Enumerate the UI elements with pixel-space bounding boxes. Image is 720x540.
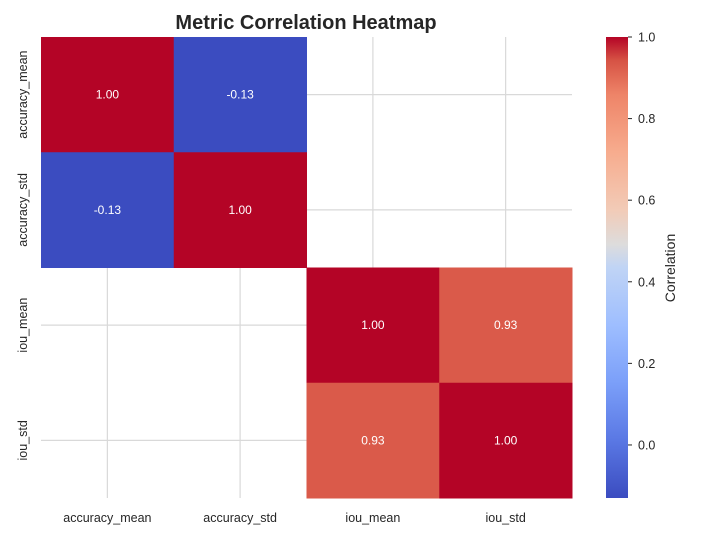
colorbar-tick-label: 0.0	[638, 438, 655, 452]
y-tick-label: iou_mean	[16, 298, 30, 353]
colorbar: 0.0 0.2 0.4 0.6 0.8 1.0 Correlation	[606, 31, 678, 498]
colorbar-tick-label: 0.4	[638, 275, 655, 289]
heatmap-cell	[439, 267, 573, 384]
cells-layer: 1.00 -0.13 -0.13 1.00 1.00 0.93 0.93 1.00	[41, 37, 573, 499]
chart-title: Metric Correlation Heatmap	[175, 12, 436, 34]
colorbar-gradient	[606, 37, 628, 498]
heatmap-cell	[173, 37, 307, 153]
cell-value-label: 1.00	[96, 88, 120, 102]
colorbar-tick-label: 0.2	[638, 357, 655, 371]
x-tick-label: accuracy_mean	[63, 511, 151, 525]
heatmap-cell	[306, 267, 440, 384]
colorbar-tick-label: 1.0	[638, 31, 655, 45]
y-tick-label: accuracy_std	[16, 173, 30, 247]
colorbar-ticks: 0.0 0.2 0.4 0.6 0.8 1.0	[628, 31, 655, 452]
y-tick-label: iou_std	[16, 420, 30, 460]
x-tick-label: iou_mean	[345, 511, 400, 525]
y-tick-label: accuracy_mean	[16, 50, 30, 138]
heatmap-cell	[173, 152, 307, 268]
heatmap-cell	[41, 37, 175, 153]
cell-value-label: 0.93	[494, 318, 518, 332]
cell-value-label: 1.00	[228, 203, 252, 217]
colorbar-label: Correlation	[662, 234, 678, 302]
cell-value-label: 1.00	[494, 433, 518, 447]
x-tick-label: accuracy_std	[203, 511, 277, 525]
colorbar-tick-label: 0.6	[638, 194, 655, 208]
y-axis-ticks: accuracy_mean accuracy_std iou_mean iou_std	[16, 50, 30, 460]
x-axis-ticks: accuracy_mean accuracy_std iou_mean iou_std	[63, 511, 526, 525]
colorbar-tick-label: 0.8	[638, 112, 655, 126]
cell-value-label: 1.00	[361, 318, 385, 332]
cell-value-label: -0.13	[94, 203, 122, 217]
cell-value-label: 0.93	[361, 433, 385, 447]
x-tick-label: iou_std	[485, 511, 525, 525]
heatmap-cell	[41, 152, 175, 268]
cell-value-label: -0.13	[226, 88, 254, 102]
heatmap-cell	[439, 382, 573, 499]
heatmap-cell	[306, 382, 440, 499]
